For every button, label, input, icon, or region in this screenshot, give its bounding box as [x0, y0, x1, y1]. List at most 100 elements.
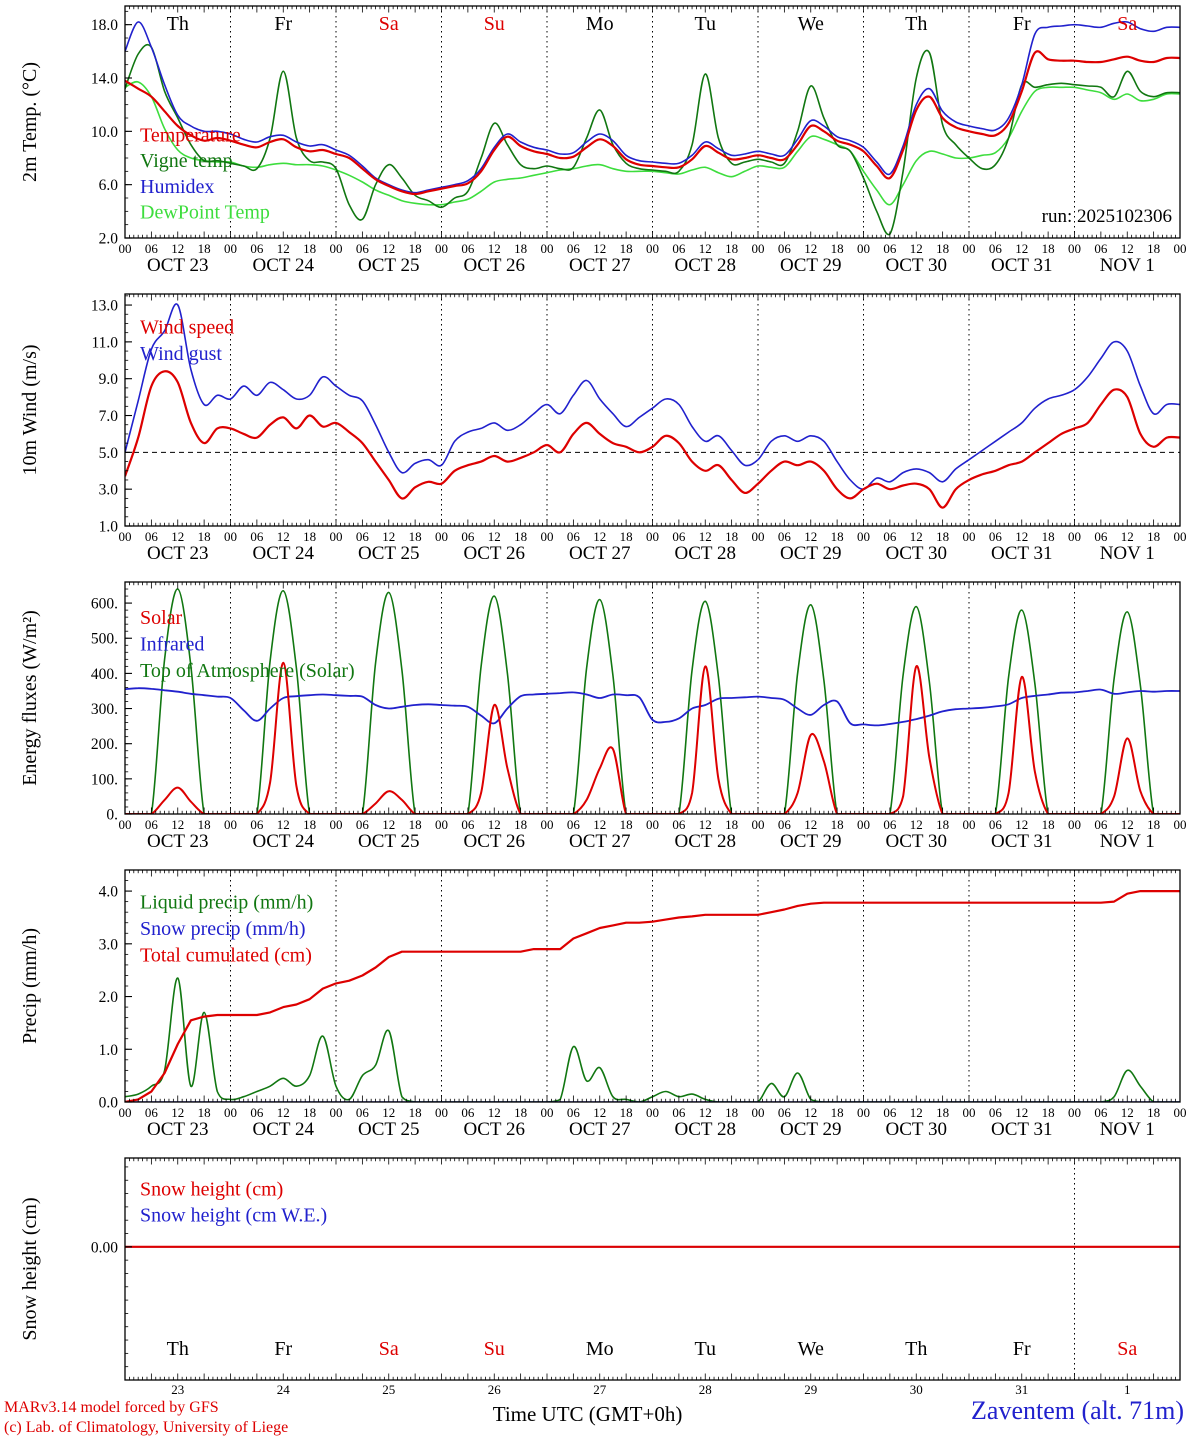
model-credit-line1: MARv3.14 model forced by GFS — [4, 1399, 219, 1416]
hour-tick-label: 06 — [883, 1105, 897, 1120]
date-label: OCT 23 — [147, 543, 208, 564]
hour-tick-label: 00 — [119, 1105, 132, 1120]
hour-tick-label: 06 — [778, 817, 792, 832]
date-label: OCT 24 — [253, 1119, 315, 1140]
hour-tick-label: 18 — [620, 817, 633, 832]
hour-tick-label: 12 — [171, 1105, 184, 1120]
date-label: OCT 27 — [569, 255, 630, 276]
date-label: OCT 27 — [569, 1119, 630, 1140]
hour-tick-label: 18 — [514, 529, 527, 544]
hour-tick-label: 18 — [1042, 529, 1055, 544]
hour-tick-label: 18 — [514, 817, 527, 832]
weekday-label: Su — [484, 1338, 505, 1360]
y-tick-label: 10.0 — [91, 124, 118, 141]
hour-tick-label: 18 — [620, 529, 633, 544]
hour-tick-label: 06 — [356, 529, 370, 544]
hour-tick-label: 00 — [752, 241, 765, 256]
hour-tick-label: 18 — [409, 241, 422, 256]
hour-tick-label: 18 — [1042, 241, 1055, 256]
panel-snow-height: 0.00 Snow height (cm) Snow height (cm) Snow… — [19, 1157, 1181, 1397]
hour-tick-label: 12 — [382, 529, 395, 544]
hour-tick-label: 00 — [224, 1105, 237, 1120]
hour-tick-label: 06 — [567, 241, 581, 256]
weekday-label: Th — [905, 1338, 927, 1360]
legend-label: Snow precip (mm/h) — [140, 918, 306, 940]
hour-tick-label: 00 — [435, 1105, 448, 1120]
hour-tick-label: 18 — [725, 817, 738, 832]
hour-tick-label: 12 — [593, 529, 606, 544]
hour-tick-label: 18 — [725, 1105, 738, 1120]
hour-tick-label: 12 — [488, 817, 501, 832]
date-label: OCT 24 — [253, 255, 315, 276]
date-label: OCT 29 — [780, 255, 841, 276]
hour-tick-label: 00 — [541, 817, 554, 832]
date-label: OCT 24 — [253, 831, 315, 852]
hour-tick-label: 06 — [989, 241, 1003, 256]
hour-tick-label: 12 — [488, 529, 501, 544]
hour-tick-label: 18 — [620, 1105, 633, 1120]
legend-label: Wind speed — [140, 316, 234, 338]
station-label: Zaventem (alt. 71m) — [971, 1396, 1184, 1425]
legend-label: Liquid precip (mm/h) — [140, 891, 313, 913]
y-ticks — [125, 10, 132, 239]
date-label: OCT 23 — [147, 1119, 208, 1140]
hour-tick-label: 12 — [277, 529, 290, 544]
date-label: OCT 30 — [886, 255, 947, 276]
hour-tick-label: 00 — [1068, 1105, 1081, 1120]
hour-tick-label: 18 — [936, 1105, 949, 1120]
hour-tick-label: 18 — [198, 241, 211, 256]
weekday-label: Fr — [274, 13, 292, 35]
hour-tick-label: 12 — [1121, 241, 1134, 256]
hour-tick-label: 00 — [646, 529, 659, 544]
hour-tick-label: 12 — [593, 1105, 606, 1120]
weekday-label: We — [798, 1338, 824, 1360]
x-ticks — [128, 294, 1177, 526]
y-tick-label: 2.0 — [99, 231, 119, 248]
hour-tick-label: 18 — [1147, 1105, 1160, 1120]
hour-tick-label: 12 — [1121, 529, 1134, 544]
hour-tick-label: 18 — [831, 817, 844, 832]
hour-tick-label: 18 — [409, 1105, 422, 1120]
liquid-precip-line — [125, 977, 1180, 1102]
hour-tick-label: 12 — [910, 241, 923, 256]
hour-tick-label: 06 — [356, 817, 370, 832]
hour-tick-label: 12 — [1015, 817, 1028, 832]
legend-label: Infrared — [140, 633, 204, 655]
y-tick-label: 0. — [106, 807, 118, 824]
legend-label: Wind gust — [140, 343, 222, 365]
date-label: OCT 26 — [464, 543, 525, 564]
hour-tick-label: 06 — [672, 817, 686, 832]
date-label: NOV 1 — [1100, 831, 1155, 852]
y-tick-label: 100. — [91, 771, 118, 788]
hour-tick-label: 12 — [804, 529, 817, 544]
hour-tick-label: 06 — [145, 817, 159, 832]
hour-tick-label: 00 — [541, 1105, 554, 1120]
hour-tick-label: 18 — [303, 241, 316, 256]
date-label: OCT 29 — [780, 831, 841, 852]
hour-tick-label: 12 — [1121, 817, 1134, 832]
hour-tick-label: 00 — [857, 241, 870, 256]
hour-tick-label: 12 — [1121, 1105, 1134, 1120]
hour-tick-label: 18 — [1042, 1105, 1055, 1120]
hour-tick-label: 06 — [461, 241, 475, 256]
legend-label: Snow height (cm) — [140, 1179, 283, 1201]
dewpoint-temp-line — [125, 80, 1180, 206]
hour-tick-label: 12 — [804, 1105, 817, 1120]
date-label: OCT 29 — [780, 1119, 841, 1140]
y-tick-label: 0.00 — [91, 1239, 118, 1256]
hour-tick-label: 12 — [699, 241, 712, 256]
hour-tick-label: 06 — [145, 529, 159, 544]
date-label: OCT 29 — [780, 543, 841, 564]
date-number-label: 23 — [171, 1382, 184, 1397]
date-label: OCT 31 — [991, 1119, 1052, 1140]
hour-tick-label: 00 — [541, 241, 554, 256]
date-label: OCT 24 — [253, 543, 315, 564]
hour-tick-label: 18 — [831, 241, 844, 256]
hour-tick-label: 00 — [1068, 241, 1081, 256]
hour-tick-label: 12 — [171, 241, 184, 256]
date-number-label: 26 — [488, 1382, 502, 1397]
hour-tick-label: 18 — [725, 529, 738, 544]
hour-tick-label: 18 — [1147, 241, 1160, 256]
